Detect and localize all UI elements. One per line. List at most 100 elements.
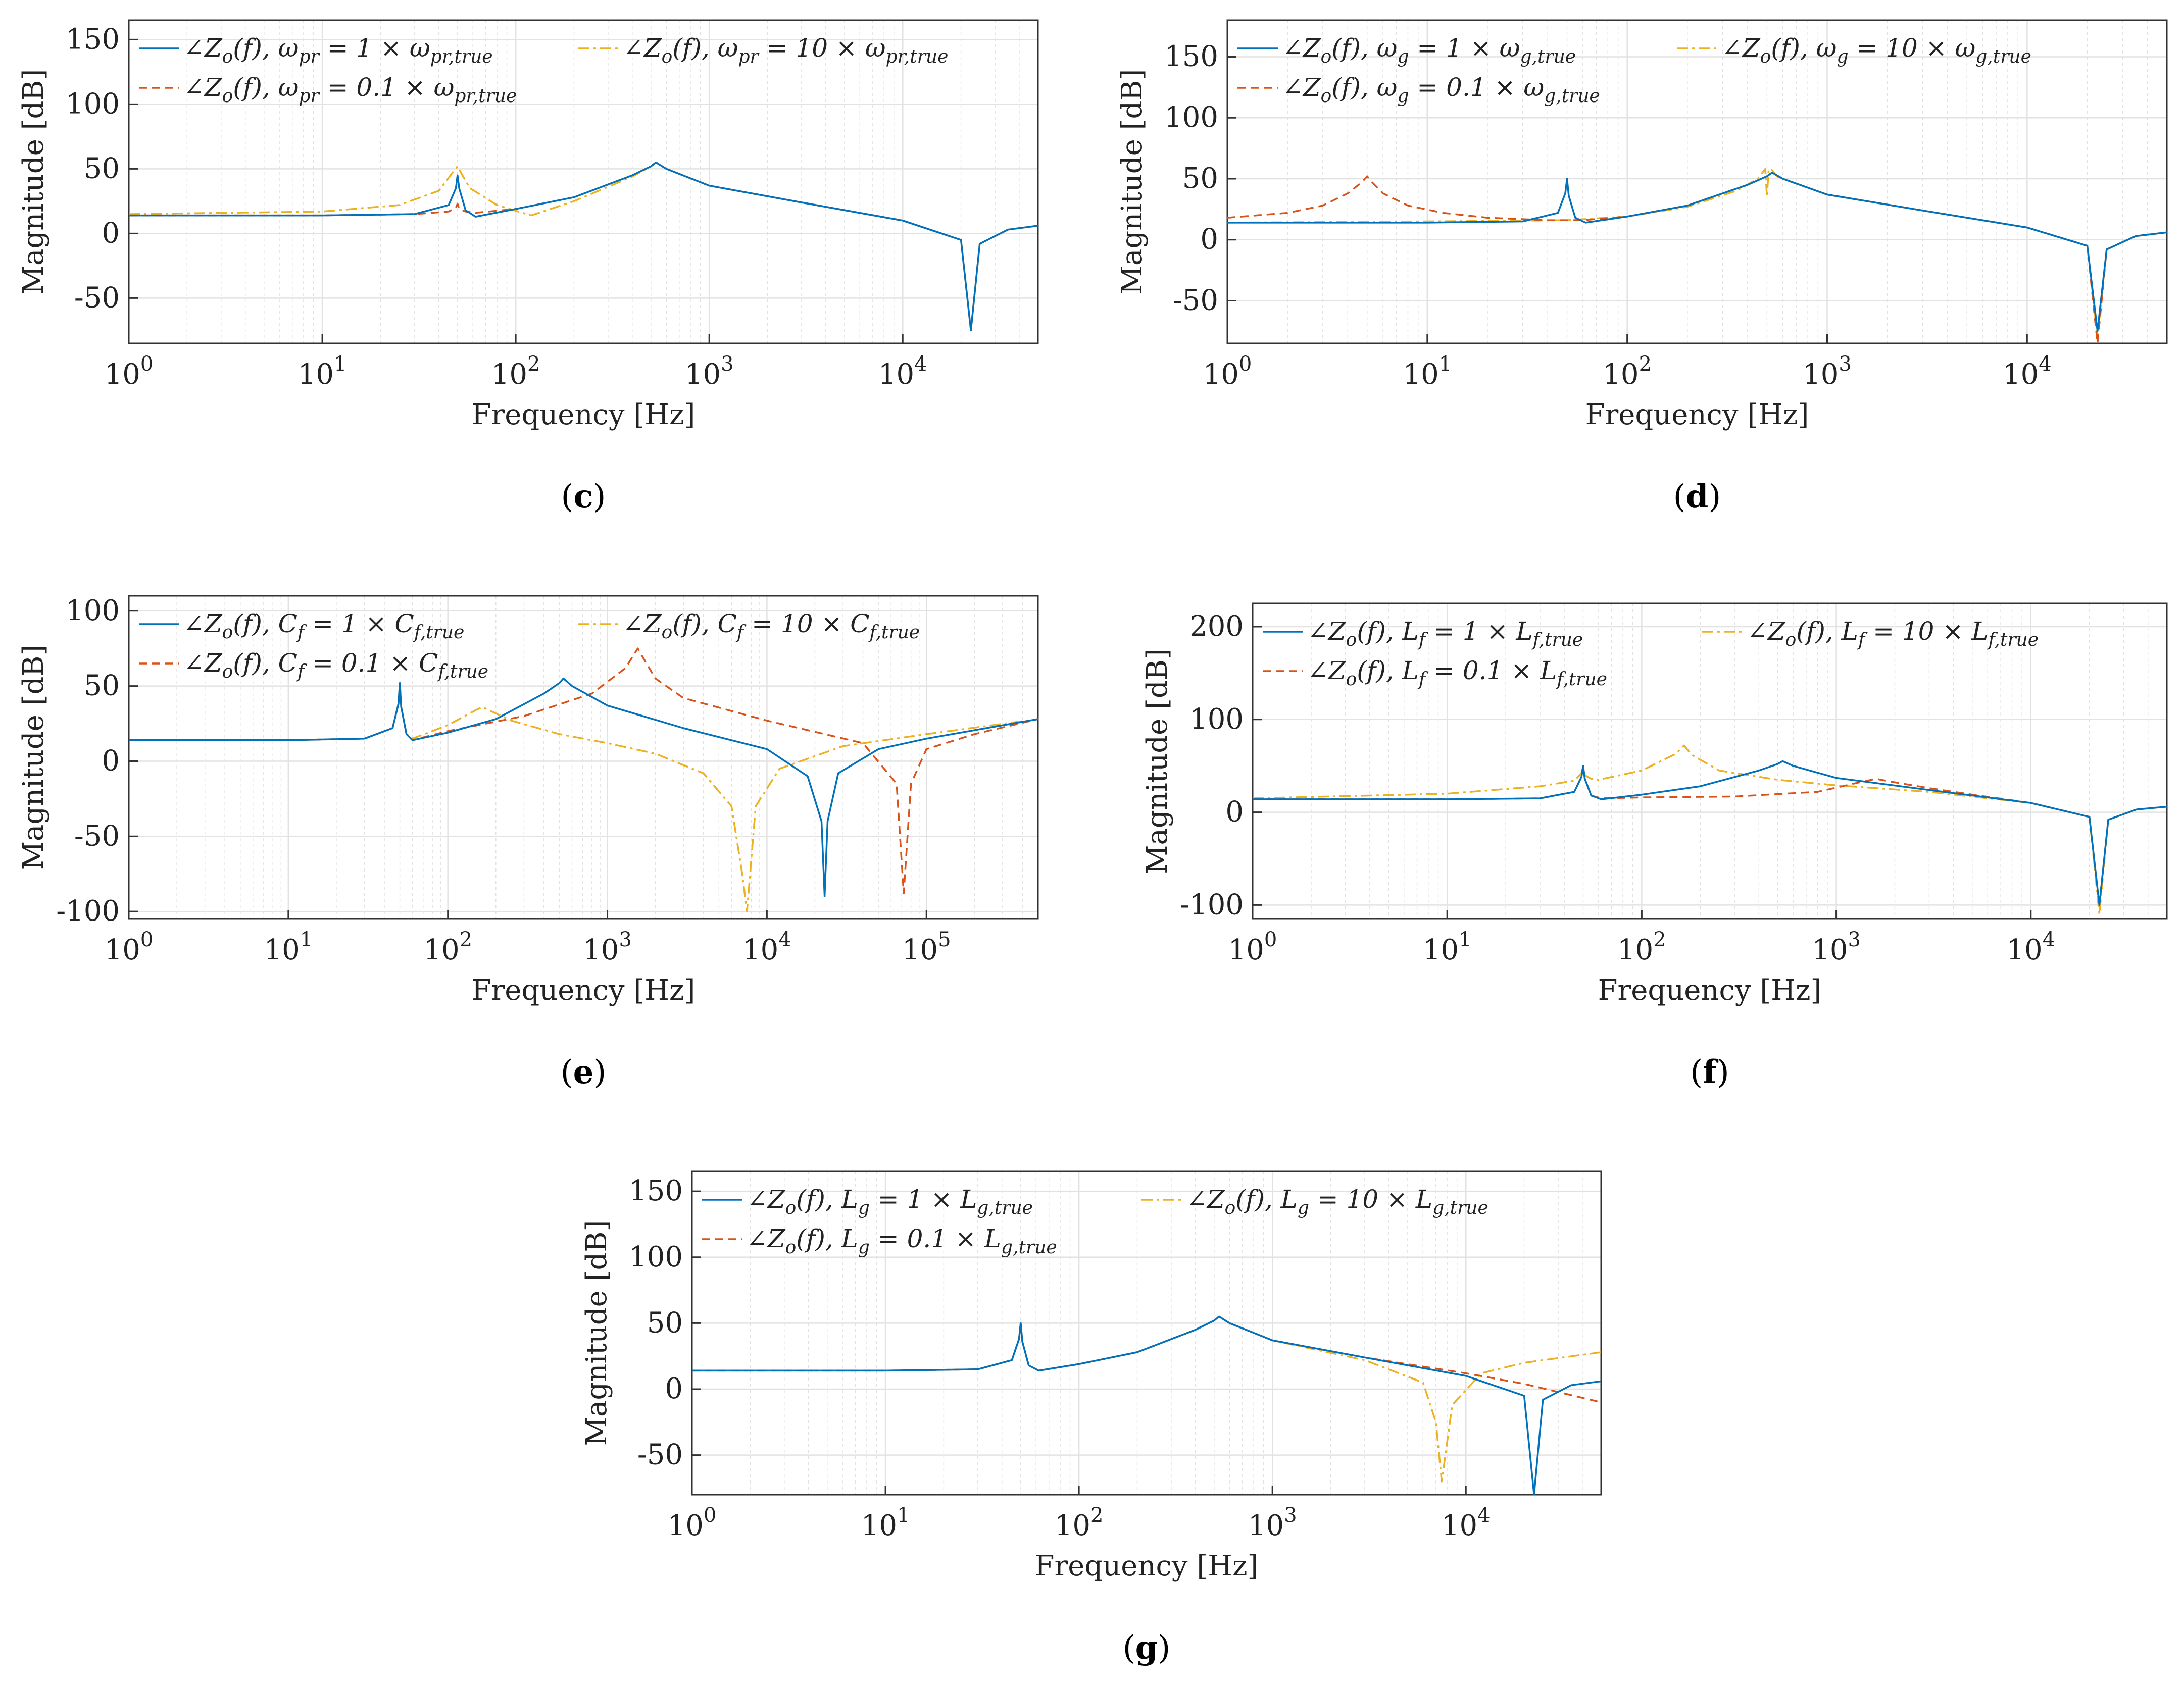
y-tick-label: 100 <box>1189 703 1244 736</box>
panel-label: (e) <box>561 1053 607 1091</box>
y-tick-label: 0 <box>102 744 120 777</box>
legend-label: ∠Zo​(f), Cf​ = 1 × Cf,true​ <box>183 609 464 643</box>
series-line-c1 <box>692 1315 1601 1495</box>
x-tick-label: 102 <box>491 352 540 391</box>
x-tick-label: 100 <box>105 352 154 391</box>
y-tick-label: 100 <box>629 1241 683 1273</box>
x-tick-label: 102 <box>1617 928 1666 966</box>
legend-label: ∠Zo​(f), ωpr​ = 1 × ωpr,true​ <box>183 33 493 67</box>
series-group <box>692 1315 1601 1495</box>
x-axis-label: Frequency [Hz] <box>472 398 696 431</box>
y-tick-label: 50 <box>84 152 120 185</box>
legend-entry: ∠Zo​(f), Lg​ = 1 × Lg,true​ <box>702 1185 1033 1218</box>
legend-label: ∠Zo​(f), Lg​ = 0.1 × Lg,true​ <box>747 1224 1057 1258</box>
x-axis-label: Frequency [Hz] <box>1598 974 1822 1007</box>
x-tick-label: 101 <box>1423 928 1472 966</box>
x-axis-label: Frequency [Hz] <box>1585 398 1809 431</box>
panel-label: (g) <box>1123 1629 1171 1667</box>
x-tick-label: 100 <box>668 1504 717 1542</box>
y-tick-label: 100 <box>66 87 120 120</box>
legend-label: ∠Zo​(f), Lg​ = 1 × Lg,true​ <box>747 1185 1033 1218</box>
legend-entry: ∠Zo​(f), Lg​ = 0.1 × Lg,true​ <box>702 1224 1057 1258</box>
x-tick-label: 101 <box>298 352 347 391</box>
y-axis-label: Magnitude [dB] <box>17 645 50 871</box>
x-tick-label: 103 <box>583 928 632 966</box>
legend-label: ∠Zo​(f), Cf​ = 10 × Cf,true​ <box>623 609 920 643</box>
chart-g: -50 0 50 100 150 100 101 102 103 104 Frequency [Hz… <box>580 1170 1602 1667</box>
legend-label: ∠Zo​(f), Lf​ = 1 × Lf,true​ <box>1307 617 1583 650</box>
legend-label: ∠Zo​(f), ωpr​ = 10 × ωpr,true​ <box>623 33 948 67</box>
x-tick-label: 103 <box>1248 1504 1297 1542</box>
x-tick-label: 101 <box>264 928 313 966</box>
grid <box>1252 603 2167 919</box>
series-line-c1 <box>129 161 1038 332</box>
x-tick-label: 101 <box>1403 352 1452 391</box>
legend-label: ∠Zo​(f), ωg​ = 10 × ωg,true​ <box>1721 33 2031 67</box>
y-tick-label: -100 <box>56 895 120 928</box>
y-tick-label: 0 <box>665 1372 683 1405</box>
grid <box>1226 20 2167 343</box>
legend-entry: ∠Zo​(f), Cf​ = 10 × Cf,true​ <box>578 609 920 643</box>
y-tick-label: 50 <box>647 1306 683 1339</box>
series-line-c01 <box>129 161 1038 332</box>
legend-entry: ∠Zo​(f), ωg​ = 1 × ωg,true​ <box>1237 33 1576 67</box>
legend-entry: ∠Zo​(f), ωg​ = 0.1 × ωg,true​ <box>1237 73 1600 107</box>
x-tick-label: 103 <box>685 352 734 391</box>
axes-box <box>1252 602 2168 920</box>
axes-box <box>128 595 1039 920</box>
y-tick-label: 0 <box>1225 796 1244 829</box>
legend-entry: ∠Zo​(f), Lf​ = 1 × Lf,true​ <box>1263 617 1583 650</box>
x-tick-label: 100 <box>105 928 154 966</box>
y-axis-label: Magnitude [dB] <box>1141 648 1174 874</box>
y-tick-label: 100 <box>66 594 120 627</box>
axes-box <box>128 19 1039 344</box>
y-tick-label: 200 <box>1189 610 1244 643</box>
y-axis-label: Magnitude [dB] <box>1116 69 1149 295</box>
panel-label: (d) <box>1673 478 1721 516</box>
series-line-c01 <box>1227 172 2167 343</box>
series-line-c01 <box>129 647 1038 895</box>
y-tick-label: -50 <box>74 820 120 852</box>
y-tick-label: 0 <box>1200 223 1218 256</box>
series-line-c1 <box>129 677 1038 898</box>
legend-entry: ∠Zo​(f), ωpr​ = 1 × ωpr,true​ <box>139 33 493 67</box>
y-tick-label: -50 <box>1173 284 1218 317</box>
axes-box <box>691 1170 1602 1496</box>
legend-label: ∠Zo​(f), Lg​ = 10 × Lg,true​ <box>1186 1185 1488 1218</box>
y-tick-label: 0 <box>102 217 120 249</box>
y-tick-label: 50 <box>1182 162 1218 195</box>
series-group <box>1227 168 2167 343</box>
y-tick-label: 150 <box>66 23 120 56</box>
legend-entry: ∠Zo​(f), Cf​ = 0.1 × Cf,true​ <box>139 648 488 682</box>
legend-label: ∠Zo​(f), ωpr​ = 0.1 × ωpr,true​ <box>183 73 517 107</box>
legend-entry: ∠Zo​(f), Lf​ = 10 × Lf,true​ <box>1702 617 2039 650</box>
x-tick-label: 105 <box>902 928 951 966</box>
series-line-c10 <box>692 1315 1601 1483</box>
y-tick-label: -50 <box>74 281 120 314</box>
y-tick-label: -50 <box>637 1439 683 1471</box>
x-axis-label: Frequency [Hz] <box>472 974 696 1007</box>
x-tick-label: 101 <box>861 1504 910 1542</box>
x-axis-label: Frequency [Hz] <box>1035 1550 1259 1582</box>
chart-c: -50 0 50 100 150 100 101 102 103 104 Frequency [Hz… <box>17 19 1039 516</box>
series-group <box>129 647 1038 912</box>
panel-label: (c) <box>561 478 606 516</box>
legend-entry: ∠Zo​(f), ωpr​ = 10 × ωpr,true​ <box>578 33 948 67</box>
series-line-c1 <box>1253 760 2167 906</box>
legend-entry: ∠Zo​(f), Lg​ = 10 × Lg,true​ <box>1141 1185 1488 1218</box>
y-axis-label: Magnitude [dB] <box>580 1220 613 1446</box>
legend-entry: ∠Zo​(f), Lf​ = 0.1 × Lf,true​ <box>1263 656 1607 690</box>
legend-label: ∠Zo​(f), Cf​ = 0.1 × Cf,true​ <box>183 648 488 682</box>
x-tick-label: 102 <box>423 928 472 966</box>
x-tick-label: 103 <box>1803 352 1852 391</box>
legend-label: ∠Zo​(f), Lf​ = 10 × Lf,true​ <box>1747 617 2039 650</box>
y-tick-label: 100 <box>1164 101 1218 134</box>
y-tick-label: 50 <box>84 670 120 702</box>
x-tick-label: 104 <box>2006 928 2055 966</box>
legend-entry: ∠Zo​(f), Cf​ = 1 × Cf,true​ <box>139 609 464 643</box>
series-line-c10 <box>129 682 1038 912</box>
x-tick-label: 102 <box>1055 1504 1104 1542</box>
series-line-c01 <box>1253 764 2167 906</box>
y-axis-label: Magnitude [dB] <box>17 69 50 295</box>
